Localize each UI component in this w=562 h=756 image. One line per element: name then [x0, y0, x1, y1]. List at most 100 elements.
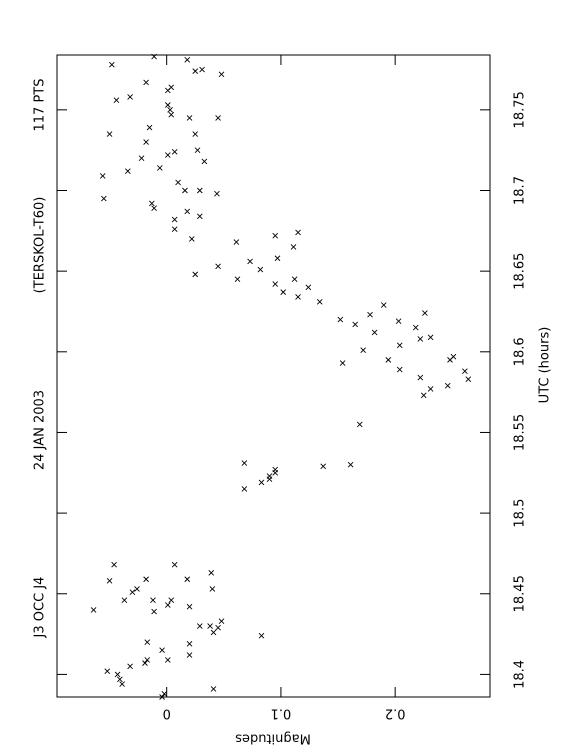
- point: [417, 374, 424, 381]
- point: [210, 686, 217, 692]
- point: [151, 205, 157, 212]
- point: [447, 357, 453, 363]
- point: [165, 152, 171, 158]
- point: [113, 97, 120, 103]
- point: [186, 652, 193, 658]
- point: [165, 87, 171, 94]
- point: [214, 190, 220, 197]
- point: [241, 486, 248, 492]
- chart-title: 117 PTS: [33, 79, 48, 132]
- point: [257, 266, 264, 273]
- point: [209, 586, 216, 592]
- point: [360, 347, 367, 354]
- point: [184, 576, 191, 583]
- point: [151, 53, 157, 60]
- point: [149, 200, 155, 207]
- x-tick-label: 18.7: [513, 176, 528, 205]
- point: [420, 392, 427, 399]
- point: [396, 342, 403, 349]
- point: [274, 255, 281, 262]
- point: [337, 316, 344, 323]
- y-tick-label: 0.1: [271, 706, 292, 721]
- point: [241, 460, 248, 466]
- point: [280, 289, 287, 295]
- point: [182, 187, 188, 194]
- point: [444, 382, 451, 389]
- point: [266, 476, 273, 483]
- x-tick-label: 18.6: [513, 337, 528, 366]
- point: [316, 298, 323, 305]
- point: [186, 640, 193, 647]
- point: [106, 131, 113, 137]
- point: [380, 302, 387, 308]
- point: [171, 226, 178, 233]
- point: [320, 463, 327, 470]
- x-tick-label: 18.55: [513, 414, 528, 451]
- point: [171, 148, 178, 155]
- point: [171, 216, 178, 223]
- point: [395, 318, 402, 324]
- point: [207, 623, 213, 629]
- point: [168, 597, 175, 604]
- point: [290, 244, 297, 250]
- point: [134, 586, 140, 592]
- point: [184, 57, 191, 63]
- point: [90, 607, 97, 613]
- point: [114, 671, 121, 678]
- point: [121, 597, 128, 604]
- point: [144, 639, 151, 645]
- point: [159, 694, 165, 700]
- point: [247, 258, 253, 265]
- point: [192, 68, 199, 74]
- point: [196, 623, 203, 629]
- point: [465, 376, 472, 383]
- y-tick-label: 0: [163, 706, 171, 721]
- point: [194, 147, 201, 153]
- point: [186, 603, 193, 610]
- point: [151, 608, 157, 615]
- x-axis-label: UTC (hours): [538, 327, 553, 404]
- point: [138, 155, 145, 162]
- point: [427, 334, 434, 341]
- point: [157, 165, 163, 171]
- point: [272, 469, 279, 476]
- point: [165, 602, 171, 608]
- point: [233, 239, 240, 245]
- point: [385, 357, 392, 363]
- y-tick-label: 0.2: [385, 706, 406, 721]
- point: [215, 624, 221, 631]
- x-tick-label: 18.65: [513, 253, 528, 290]
- point: [127, 663, 133, 670]
- point: [99, 173, 106, 179]
- point: [201, 158, 208, 165]
- point: [143, 139, 149, 145]
- point: [142, 660, 148, 666]
- point: [196, 187, 203, 194]
- point: [295, 229, 301, 236]
- point: [305, 284, 312, 291]
- point: [417, 336, 424, 342]
- point: [371, 329, 378, 336]
- point: [295, 294, 301, 300]
- point: [272, 232, 279, 239]
- chart-title: 24 JAN 2003: [33, 390, 48, 470]
- point: [196, 213, 203, 220]
- point: [192, 131, 199, 137]
- point: [215, 115, 221, 121]
- point: [175, 179, 181, 186]
- point: [143, 576, 149, 583]
- point: [208, 569, 215, 576]
- point: [117, 676, 123, 683]
- point: [106, 578, 113, 584]
- point: [184, 208, 191, 215]
- point: [347, 461, 354, 468]
- point: [272, 281, 279, 287]
- point: [111, 561, 117, 568]
- point: [143, 79, 149, 86]
- point: [150, 597, 156, 604]
- point: [422, 310, 428, 316]
- point: [101, 195, 107, 202]
- point: [188, 236, 195, 242]
- point: [104, 668, 111, 675]
- point: [218, 71, 225, 78]
